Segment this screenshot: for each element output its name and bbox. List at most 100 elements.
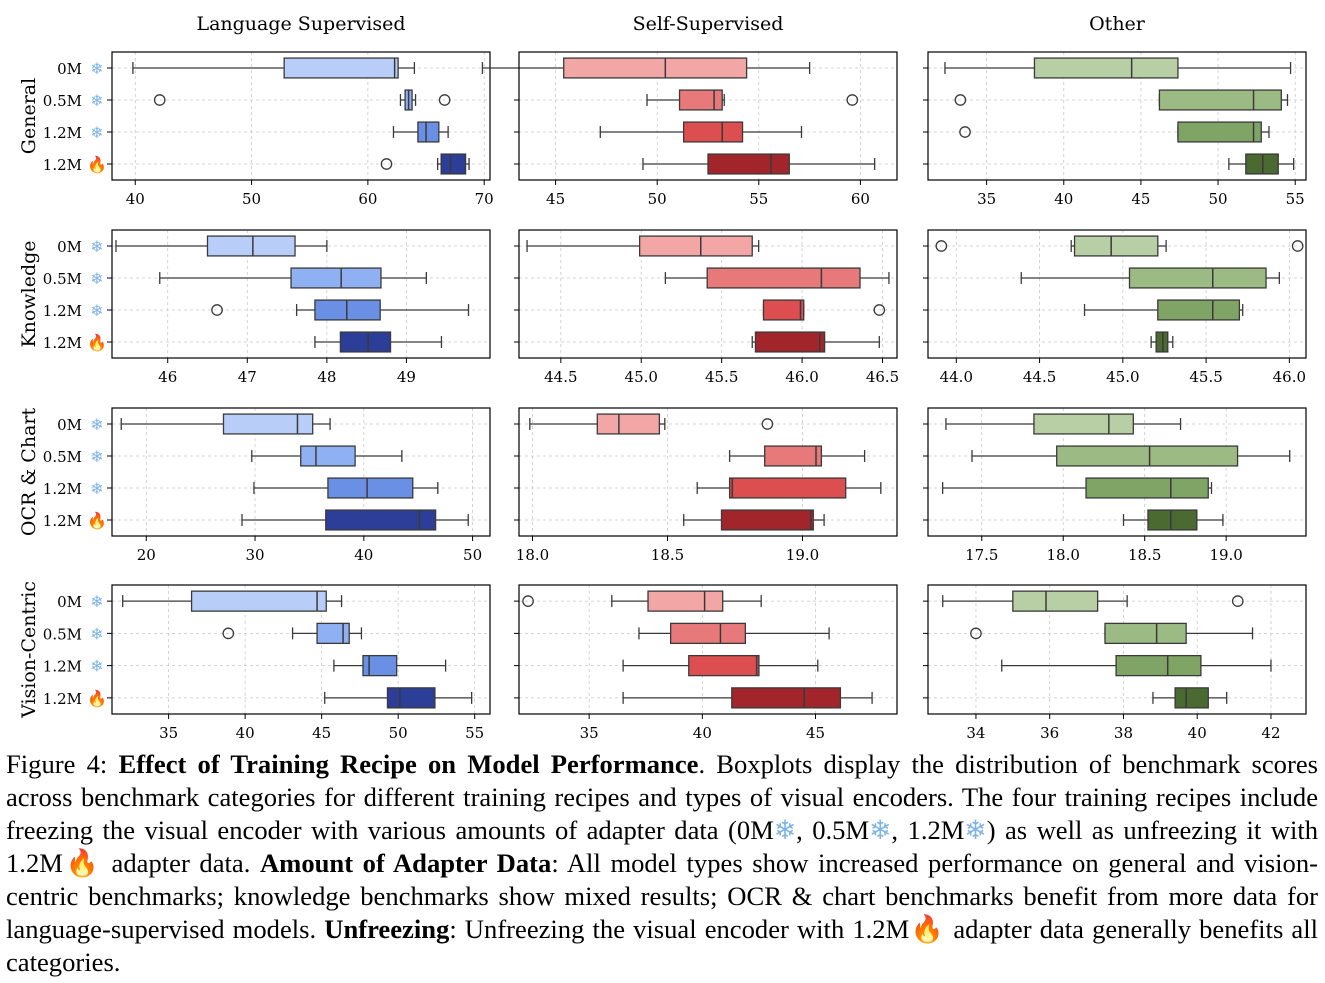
panel-vision-centric-self-supervised (518, 584, 898, 715)
snowflake-icon: ❄ (90, 657, 103, 676)
snowflake-icon: ❄ (90, 301, 103, 320)
x-tick-label: 60 (358, 190, 377, 208)
box-knowledge-language-supervised-3 (339, 331, 392, 353)
box-vision-centric-self-supervised-0 (647, 590, 724, 612)
x-tick-label: 45.0 (625, 368, 658, 386)
x-tick-label: 40 (693, 724, 712, 742)
box-general-language-supervised-2 (417, 121, 440, 143)
row-title-ocr-chart: OCR & Chart (18, 408, 40, 537)
recipe-label: 1.2M (43, 334, 82, 352)
recipe-label: 0M (57, 593, 82, 611)
box-general-self-supervised-1 (678, 89, 723, 111)
x-tick-label: 18.5 (651, 546, 684, 564)
outlier-point (222, 627, 235, 640)
snowflake-icon: ❄ (90, 447, 103, 466)
box-general-language-supervised-3 (440, 153, 467, 175)
x-tick-label: 60 (851, 190, 870, 208)
x-tick-label: 19.0 (1209, 546, 1242, 564)
box-ocr-chart-other-3 (1147, 509, 1198, 531)
x-tick-label: 40 (126, 190, 145, 208)
x-tick-label: 35 (580, 724, 599, 742)
box-knowledge-language-supervised-1 (290, 267, 382, 289)
figure-caption: Figure 4: Effect of Training Recipe on M… (6, 749, 1319, 977)
fire-icon: 🔥 (87, 511, 107, 530)
box-ocr-chart-other-2 (1085, 477, 1209, 499)
column-title-other: Other (1089, 13, 1146, 35)
snowflake-icon: ❄ (90, 415, 103, 434)
outlier-point (522, 595, 534, 607)
recipe-label: 0.5M (43, 625, 82, 643)
x-tick-label: 45 (546, 190, 565, 208)
x-tick-label: 46 (158, 368, 177, 386)
x-tick-label: 20 (137, 546, 156, 564)
x-tick-label: 50 (389, 724, 408, 742)
box-general-other-0 (1033, 57, 1179, 79)
x-tick-label: 40 (354, 546, 373, 564)
snowflake-icon: ❄ (90, 269, 103, 288)
box-vision-centric-other-1 (1104, 622, 1187, 645)
recipe-label: 1.2M (43, 658, 82, 676)
box-ocr-chart-language-supervised-3 (325, 509, 437, 531)
panel-vision-centric-language-supervised (111, 584, 491, 715)
outlier-point (211, 304, 223, 316)
panel-ocr-chart-other (927, 407, 1307, 537)
x-tick-label: 34 (966, 724, 985, 742)
box-ocr-chart-self-supervised-2 (728, 477, 847, 499)
x-tick-label: 44.0 (940, 368, 973, 386)
box-ocr-chart-other-1 (1056, 445, 1239, 467)
x-tick-label: 35 (977, 190, 996, 208)
snowflake-icon: ❄ (869, 815, 892, 846)
boxplot-figure: Language Supervised Self-Supervised Other G… (18, 13, 1307, 742)
panel-knowledge-other (927, 229, 1307, 359)
panel-ocr-chart-self-supervised (518, 407, 898, 537)
box-knowledge-other-0 (1073, 235, 1159, 257)
x-tick-label: 45.5 (705, 368, 738, 386)
box-general-self-supervised-0 (563, 57, 748, 79)
box-knowledge-other-1 (1128, 267, 1267, 289)
box-ocr-chart-self-supervised-1 (764, 445, 823, 467)
box-knowledge-other-3 (1155, 331, 1169, 353)
column-title-language-supervised: Language Supervised (196, 13, 405, 35)
box-vision-centric-other-3 (1174, 687, 1209, 709)
snowflake-icon: ❄ (90, 237, 103, 256)
fire-icon: 🔥 (909, 914, 946, 945)
caption-bold-adapter: Amount of Adapter Data (259, 848, 552, 878)
snowflake-icon: ❄ (90, 592, 103, 611)
fire-icon: 🔥 (87, 333, 107, 352)
row-title-general: General (18, 78, 40, 154)
box-general-other-1 (1158, 89, 1282, 111)
x-tick-label: 18.5 (1128, 546, 1161, 564)
column-title-self-supervised: Self-Supervised (633, 13, 784, 35)
snowflake-icon: ❄ (964, 815, 987, 846)
x-tick-label: 48 (317, 368, 336, 386)
panel-general-language-supervised (111, 51, 491, 181)
recipe-label: 1.2M (43, 690, 82, 708)
x-tick-label: 70 (475, 190, 494, 208)
box-vision-centric-language-supervised-3 (386, 687, 436, 709)
box-ocr-chart-self-supervised-3 (720, 509, 814, 531)
outlier-point (873, 304, 886, 316)
caption-label: Figure 4: (6, 749, 119, 779)
box-knowledge-self-supervised-2 (762, 299, 805, 321)
x-tick-label: 42 (1261, 724, 1280, 742)
box-knowledge-self-supervised-3 (754, 331, 826, 353)
x-tick-label: 18.0 (1047, 546, 1080, 564)
snowflake-icon: ❄ (773, 815, 797, 846)
x-tick-label: 50 (463, 546, 482, 564)
outlier-point (1231, 595, 1244, 607)
fire-icon: 🔥 (87, 155, 107, 174)
outlier-point (954, 94, 967, 106)
outlier-point (438, 94, 451, 106)
x-tick-label: 55 (1286, 190, 1305, 208)
x-tick-label: 47 (238, 368, 257, 386)
x-tick-label: 55 (749, 190, 768, 208)
x-tick-label: 17.5 (965, 546, 998, 564)
x-tick-label: 38 (1114, 724, 1133, 742)
recipe-label: 0.5M (43, 448, 82, 466)
recipe-label: 1.2M (43, 512, 82, 530)
x-tick-label: 30 (245, 546, 264, 564)
outlier-point (153, 94, 166, 106)
fire-icon: 🔥 (87, 689, 107, 708)
box-vision-centric-language-supervised-0 (190, 590, 327, 612)
outlier-point (761, 418, 774, 430)
